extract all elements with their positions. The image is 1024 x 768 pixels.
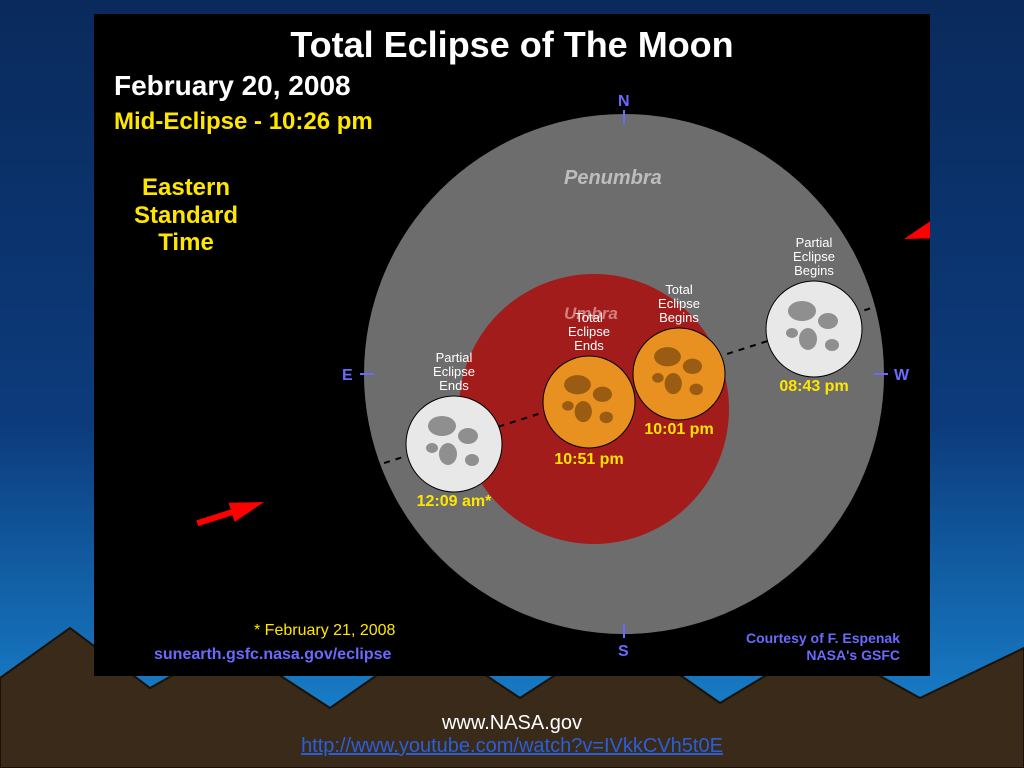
page-footer: www.NASA.gov http://www.youtube.com/watc… — [0, 712, 1024, 758]
svg-text:Begins: Begins — [659, 310, 699, 325]
svg-text:Eclipse: Eclipse — [568, 324, 610, 339]
credit-line2: NASA's GSFC — [746, 647, 900, 664]
eclipse-panel: Total Eclipse of The Moon February 20, 2… — [94, 14, 930, 676]
svg-text:S: S — [618, 643, 629, 660]
footnote: * February 21, 2008 — [254, 622, 395, 640]
moon-partial-end — [406, 396, 502, 492]
svg-text:Total: Total — [575, 310, 603, 325]
footer-link[interactable]: http://www.youtube.com/watch?v=IVkkCVh5t… — [301, 735, 723, 757]
moon-partial-begin — [766, 281, 862, 377]
svg-text:Partial: Partial — [436, 350, 473, 365]
moon-total-begin — [633, 328, 725, 420]
credit-line1: Courtesy of F. Espenak — [746, 630, 900, 647]
svg-text:Eclipse: Eclipse — [793, 249, 835, 264]
svg-text:N: N — [618, 93, 630, 110]
svg-text:08:43 pm: 08:43 pm — [779, 378, 848, 395]
eclipse-diagram: PenumbraUmbraNSEWPartialEclipseBegins08:… — [94, 14, 930, 676]
svg-text:Eclipse: Eclipse — [433, 364, 475, 379]
svg-text:E: E — [342, 367, 353, 384]
moon-total-end — [543, 356, 635, 448]
svg-text:Ends: Ends — [439, 378, 469, 393]
footer-source: www.NASA.gov — [0, 712, 1024, 735]
svg-text:Partial: Partial — [796, 235, 833, 250]
svg-text:Penumbra: Penumbra — [564, 167, 662, 189]
svg-text:W: W — [894, 367, 910, 384]
panel-url: sunearth.gsfc.nasa.gov/eclipse — [154, 646, 391, 664]
svg-text:10:01 pm: 10:01 pm — [644, 421, 713, 438]
svg-text:Ends: Ends — [574, 338, 604, 353]
svg-text:Total: Total — [665, 282, 693, 297]
svg-text:12:09 am*: 12:09 am* — [417, 493, 492, 510]
credit: Courtesy of F. Espenak NASA's GSFC — [746, 630, 900, 664]
svg-text:10:51 pm: 10:51 pm — [554, 451, 623, 468]
svg-text:Eclipse: Eclipse — [658, 296, 700, 311]
svg-text:Begins: Begins — [794, 263, 834, 278]
